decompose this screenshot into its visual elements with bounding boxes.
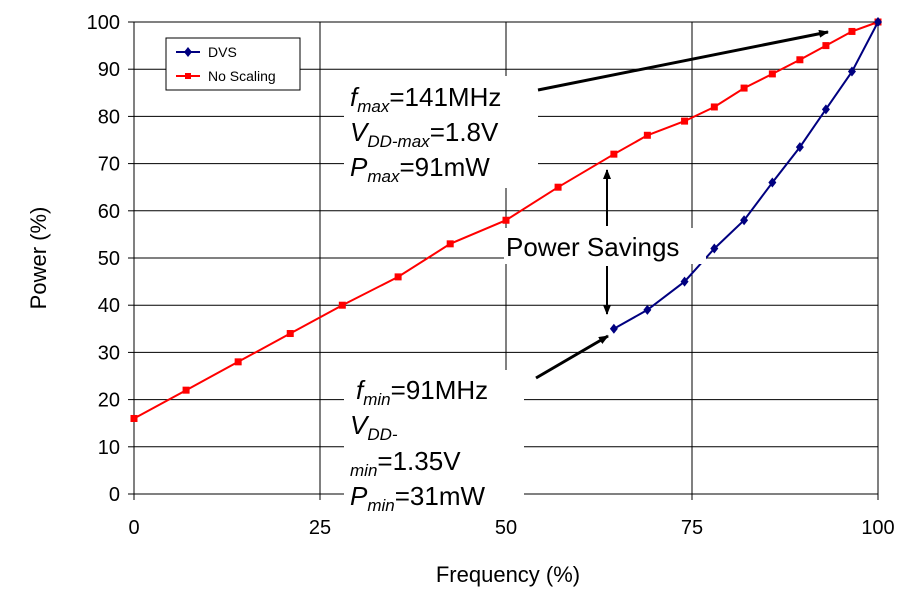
data-point-dvs [795, 142, 804, 153]
data-point-no-scaling [338, 301, 346, 309]
data-point-no-scaling [182, 386, 190, 394]
y-axis-label: Power (%) [26, 207, 51, 310]
data-point-no-scaling [502, 216, 510, 224]
series-layer [130, 17, 882, 422]
power-savings-background [504, 228, 706, 264]
annotation-power-savings: Power Savings [504, 169, 706, 315]
data-point-no-scaling [394, 273, 402, 281]
x-tick-label: 75 [681, 517, 703, 539]
annotation-max-arrow [537, 29, 829, 92]
data-point-dvs [609, 323, 618, 334]
data-point-dvs [821, 104, 830, 115]
legend-box [165, 37, 301, 91]
legend-label-no-scaling: No Scaling [208, 68, 276, 84]
annotation-max-background [344, 76, 538, 188]
annotation-pmax: Pmax=91mW [350, 152, 490, 186]
y-axis: 0 10 20 30 40 50 60 70 80 90 100 [87, 12, 134, 506]
legend-marker-no-scaling [185, 73, 191, 79]
x-tick-label: 25 [309, 517, 331, 539]
series-dvs [609, 17, 882, 334]
annotation-pmin: Pmin=31mW [350, 481, 486, 515]
data-point-dvs [710, 243, 719, 254]
annotation-fmin: fmin=91MHz [356, 375, 488, 409]
data-point-no-scaling [710, 103, 718, 111]
annotation-fmax: fmax=141MHz [350, 82, 501, 116]
data-point-dvs [874, 17, 882, 27]
y-tick-label: 40 [98, 295, 120, 317]
x-axis: 0 25 50 75 100 [128, 494, 895, 539]
data-point-no-scaling [740, 84, 748, 92]
y-tick-label: 10 [98, 437, 120, 459]
power-savings-label: Power Savings [506, 232, 679, 262]
y-tick-label: 80 [98, 106, 120, 128]
data-point-no-scaling [681, 117, 689, 125]
y-tick-label: 100 [87, 12, 120, 34]
data-point-no-scaling [234, 358, 242, 366]
y-tick-label: 70 [98, 154, 120, 176]
legend-marker-dvs [184, 47, 192, 57]
data-point-no-scaling [554, 183, 562, 191]
y-tick-label: 50 [98, 248, 120, 270]
data-point-dvs [740, 215, 749, 226]
y-tick-label: 60 [98, 201, 120, 223]
data-point-no-scaling [643, 131, 651, 139]
annotation-vdd-min-line2: min=1.35V [350, 446, 461, 480]
annotation-max: fmax=141MHz VDD-max=1.8V Pmax=91mW [344, 29, 829, 188]
data-point-dvs [768, 177, 777, 188]
data-point-no-scaling [822, 42, 830, 50]
annotation-min-background [344, 370, 524, 520]
data-point-no-scaling [286, 330, 294, 338]
annotation-min-arrow [535, 334, 609, 380]
x-tick-label: 100 [861, 517, 894, 539]
data-point-dvs [643, 304, 652, 315]
x-axis-label: Frequency (%) [436, 562, 580, 587]
data-point-dvs [680, 276, 689, 287]
y-tick-label: 0 [109, 484, 120, 506]
x-tick-label: 0 [128, 517, 139, 539]
legend-label-dvs: DVS [208, 44, 237, 60]
series-line-dvs [613, 21, 879, 330]
data-point-no-scaling [130, 414, 138, 422]
y-tick-label: 90 [98, 59, 120, 81]
annotation-min: fmin=91MHz VDD- min=1.35V Pmin=31mW [344, 334, 609, 520]
data-point-no-scaling [796, 56, 804, 64]
data-point-no-scaling [446, 240, 454, 248]
data-point-dvs [847, 66, 856, 77]
annotation-vdd-max: VDD-max=1.8V [350, 117, 499, 151]
data-point-no-scaling [768, 70, 776, 78]
x-tick-label: 50 [495, 517, 517, 539]
y-tick-label: 20 [98, 390, 120, 412]
annotation-vdd-min-line1: VDD- [350, 410, 398, 444]
data-point-no-scaling [848, 27, 856, 35]
y-tick-label: 30 [98, 342, 120, 364]
legend: DVS No Scaling [165, 37, 301, 91]
data-point-no-scaling [610, 150, 618, 158]
